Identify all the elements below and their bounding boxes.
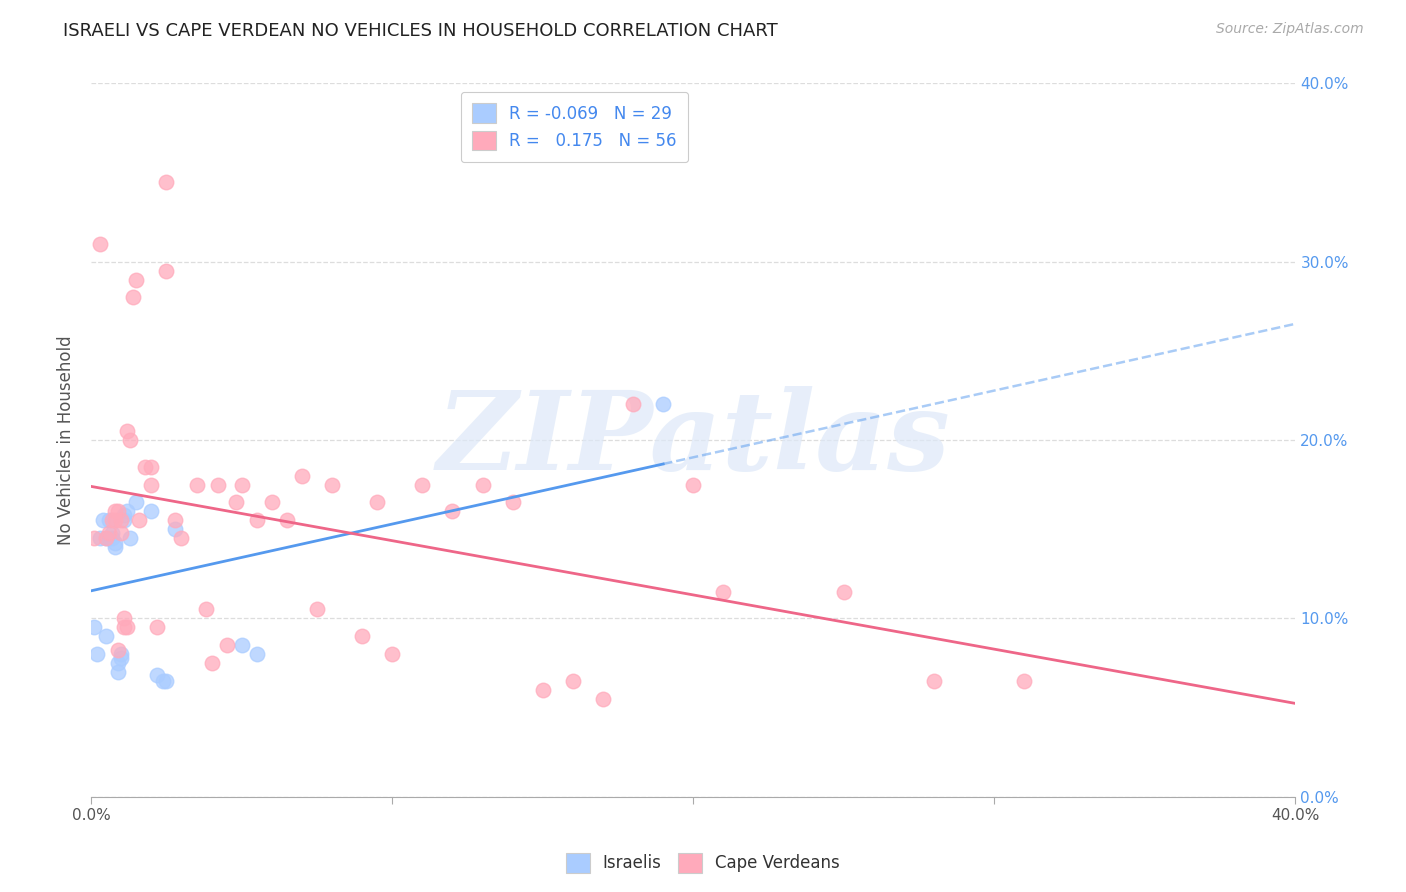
Point xyxy=(652,397,675,411)
Point xyxy=(83,620,105,634)
Text: ZIPatlas: ZIPatlas xyxy=(436,386,950,494)
Point xyxy=(101,525,124,540)
Point xyxy=(96,531,118,545)
Point xyxy=(107,643,129,657)
Point xyxy=(117,504,139,518)
Legend: R = -0.069   N = 29, R =   0.175   N = 56: R = -0.069 N = 29, R = 0.175 N = 56 xyxy=(461,92,689,162)
Y-axis label: No Vehicles in Household: No Vehicles in Household xyxy=(58,335,75,545)
Point xyxy=(352,629,374,643)
Point xyxy=(471,477,494,491)
Point xyxy=(832,584,855,599)
Point xyxy=(110,525,132,540)
Point xyxy=(83,531,105,545)
Point xyxy=(922,673,945,688)
Point xyxy=(170,531,193,545)
Point xyxy=(107,665,129,679)
Point xyxy=(155,263,177,277)
Point xyxy=(128,513,150,527)
Point xyxy=(112,508,135,522)
Point xyxy=(120,531,142,545)
Point xyxy=(112,611,135,625)
Point xyxy=(531,682,554,697)
Point xyxy=(291,468,314,483)
Point xyxy=(120,433,142,447)
Point xyxy=(260,495,283,509)
Point xyxy=(207,477,229,491)
Point xyxy=(1014,673,1036,688)
Point xyxy=(155,673,177,688)
Point xyxy=(682,477,704,491)
Point xyxy=(305,602,328,616)
Point xyxy=(231,638,253,652)
Point xyxy=(411,477,433,491)
Legend: Israelis, Cape Verdeans: Israelis, Cape Verdeans xyxy=(560,847,846,880)
Point xyxy=(441,504,464,518)
Point xyxy=(96,629,118,643)
Point xyxy=(91,513,114,527)
Point xyxy=(152,673,174,688)
Point xyxy=(141,504,163,518)
Point xyxy=(225,495,247,509)
Point xyxy=(502,495,524,509)
Point xyxy=(107,504,129,518)
Point xyxy=(246,647,269,661)
Point xyxy=(381,647,404,661)
Point xyxy=(86,647,108,661)
Point xyxy=(321,477,343,491)
Point xyxy=(117,620,139,634)
Point xyxy=(104,513,127,527)
Point xyxy=(112,620,135,634)
Point xyxy=(104,504,127,518)
Point xyxy=(89,236,111,251)
Point xyxy=(104,540,127,554)
Point xyxy=(110,650,132,665)
Point xyxy=(125,495,148,509)
Point xyxy=(125,272,148,286)
Point xyxy=(246,513,269,527)
Point xyxy=(165,522,187,536)
Point xyxy=(98,513,121,527)
Point xyxy=(592,691,614,706)
Point xyxy=(89,531,111,545)
Point xyxy=(98,525,121,540)
Point xyxy=(231,477,253,491)
Text: Source: ZipAtlas.com: Source: ZipAtlas.com xyxy=(1216,22,1364,37)
Text: ISRAELI VS CAPE VERDEAN NO VEHICLES IN HOUSEHOLD CORRELATION CHART: ISRAELI VS CAPE VERDEAN NO VEHICLES IN H… xyxy=(63,22,778,40)
Point xyxy=(194,602,217,616)
Point xyxy=(122,290,145,304)
Point xyxy=(117,424,139,438)
Point xyxy=(96,531,118,545)
Point xyxy=(561,673,583,688)
Point xyxy=(112,513,135,527)
Point xyxy=(165,513,187,527)
Point xyxy=(141,477,163,491)
Point xyxy=(713,584,735,599)
Point xyxy=(110,513,132,527)
Point xyxy=(276,513,298,527)
Point xyxy=(146,620,169,634)
Point xyxy=(155,174,177,188)
Point xyxy=(215,638,238,652)
Point xyxy=(141,459,163,474)
Point xyxy=(366,495,388,509)
Point xyxy=(110,647,132,661)
Point xyxy=(146,668,169,682)
Point xyxy=(101,531,124,545)
Point xyxy=(134,459,156,474)
Point xyxy=(186,477,208,491)
Point xyxy=(200,656,222,670)
Point xyxy=(107,656,129,670)
Point xyxy=(98,531,121,545)
Point xyxy=(101,513,124,527)
Point xyxy=(621,397,644,411)
Point xyxy=(104,536,127,550)
